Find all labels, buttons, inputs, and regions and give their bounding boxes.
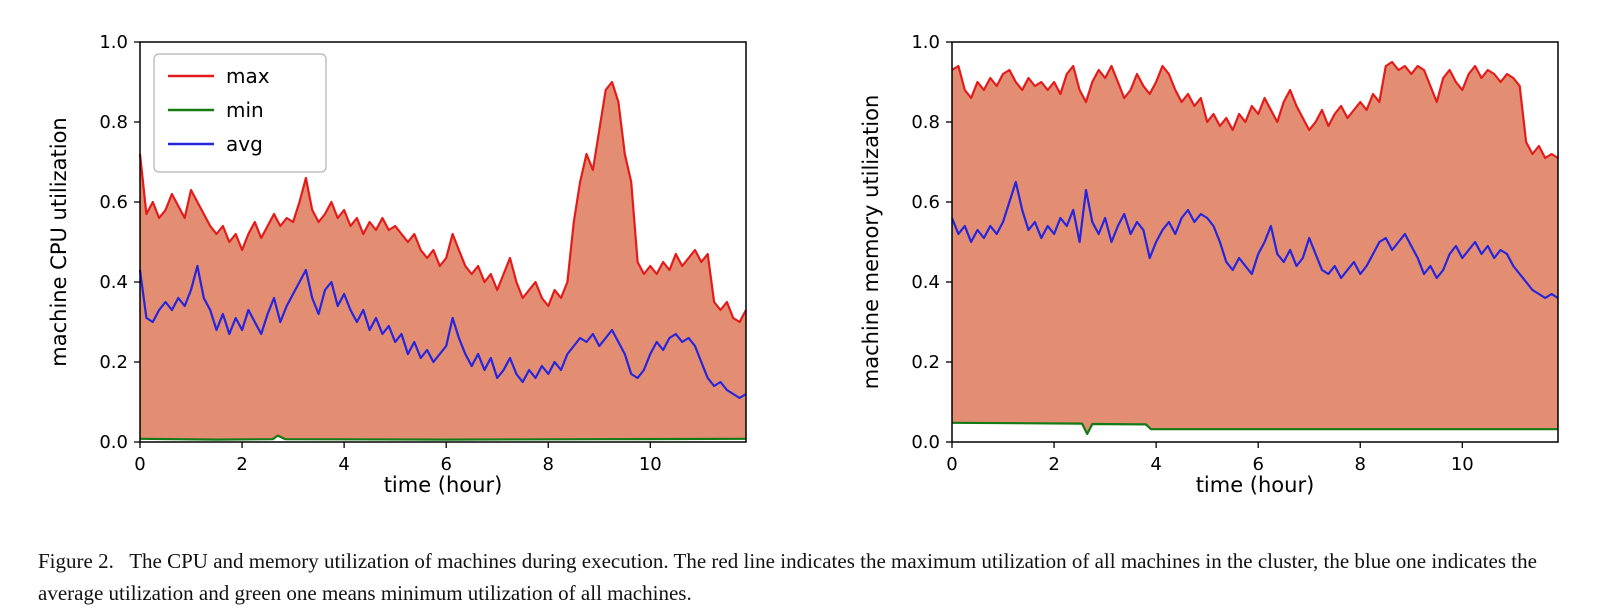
svg-text:0.6: 0.6 bbox=[911, 192, 940, 213]
svg-text:6: 6 bbox=[440, 454, 451, 475]
memory-utilization-chart: 0 2 4 6 8 10 0.0 0.2 0.4 0.6 0.8 1.0 time (hour) mach… bbox=[852, 26, 1572, 506]
svg-text:0.2: 0.2 bbox=[911, 352, 940, 373]
svg-text:machine CPU utilization: machine CPU utilization bbox=[47, 117, 71, 366]
svg-text:10: 10 bbox=[1451, 454, 1474, 475]
svg-text:0.8: 0.8 bbox=[911, 112, 940, 133]
svg-text:4: 4 bbox=[338, 454, 349, 475]
svg-text:8: 8 bbox=[543, 454, 554, 475]
figure-caption: Figure 2. The CPU and memory utilization… bbox=[38, 549, 1543, 605]
memory-utilization-plot: 0 2 4 6 8 10 0.0 0.2 0.4 0.6 0.8 1.0 time (hour) mach… bbox=[859, 32, 1559, 497]
svg-text:2: 2 bbox=[236, 454, 247, 475]
svg-text:2: 2 bbox=[1048, 454, 1059, 475]
svg-text:max: max bbox=[226, 64, 270, 88]
svg-text:0.0: 0.0 bbox=[99, 432, 128, 453]
svg-text:0.6: 0.6 bbox=[99, 192, 128, 213]
svg-text:0.8: 0.8 bbox=[99, 112, 128, 133]
svg-text:1.0: 1.0 bbox=[99, 32, 128, 53]
svg-text:avg: avg bbox=[226, 132, 263, 156]
svg-text:0.4: 0.4 bbox=[911, 272, 940, 293]
svg-text:machine memory utilization: machine memory utilization bbox=[859, 95, 883, 390]
svg-text:0.2: 0.2 bbox=[99, 352, 128, 373]
svg-text:0: 0 bbox=[946, 454, 957, 475]
svg-text:time (hour): time (hour) bbox=[1196, 473, 1315, 497]
svg-text:1.0: 1.0 bbox=[911, 32, 940, 53]
svg-text:6: 6 bbox=[1252, 454, 1263, 475]
svg-text:8: 8 bbox=[1355, 454, 1366, 475]
svg-text:4: 4 bbox=[1150, 454, 1161, 475]
svg-text:0.0: 0.0 bbox=[911, 432, 940, 453]
svg-text:0.4: 0.4 bbox=[99, 272, 128, 293]
charts-row: 0 2 4 6 8 10 0.0 0.2 0.4 0.6 0.8 1.0 time (hour) mach… bbox=[40, 26, 1572, 506]
cpu-utilization-chart: 0 2 4 6 8 10 0.0 0.2 0.4 0.6 0.8 1.0 time (hour) mach… bbox=[40, 26, 760, 506]
svg-text:min: min bbox=[226, 98, 264, 122]
cpu-utilization-plot: 0 2 4 6 8 10 0.0 0.2 0.4 0.6 0.8 1.0 time (hour) mach… bbox=[47, 32, 747, 497]
svg-text:10: 10 bbox=[639, 454, 662, 475]
svg-text:0: 0 bbox=[134, 454, 145, 475]
svg-text:time (hour): time (hour) bbox=[384, 473, 503, 497]
